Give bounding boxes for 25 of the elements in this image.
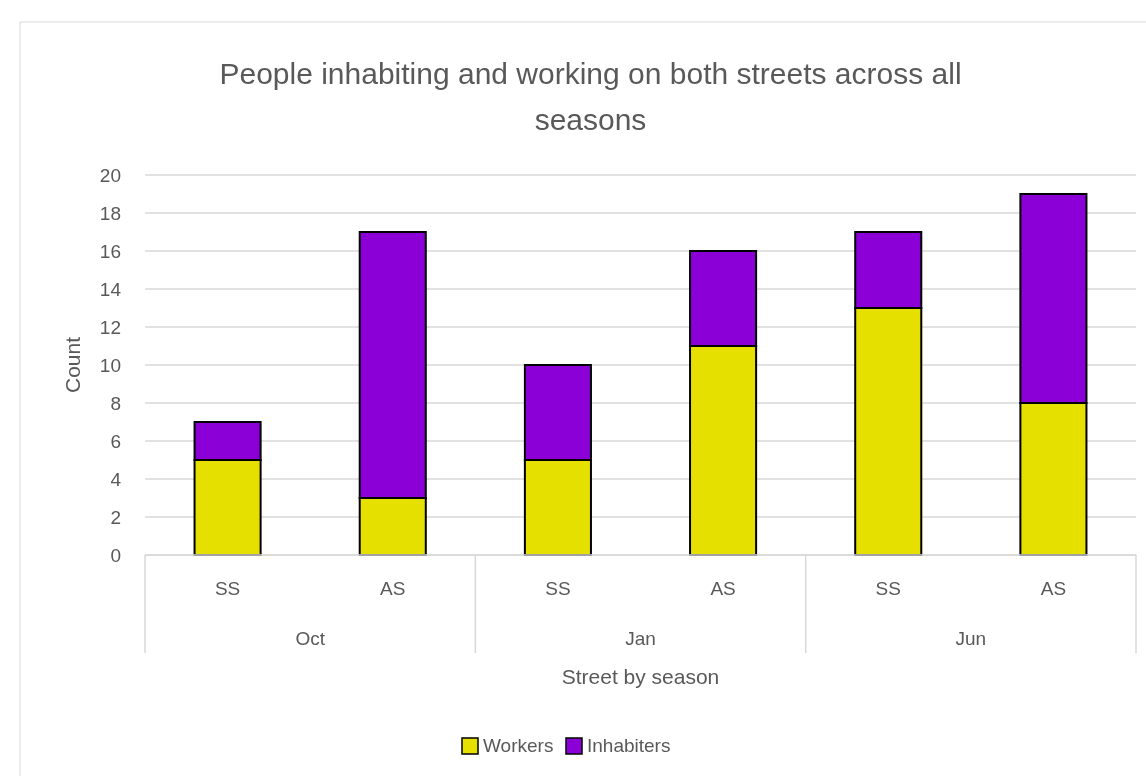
x-tick-label: AS: [1040, 578, 1067, 599]
y-tick-label: 10: [99, 354, 121, 376]
y-tick-label: 2: [110, 506, 121, 528]
x-tick-label: AS: [380, 578, 406, 599]
y-tick-label: 12: [99, 316, 121, 338]
x-tick-label: AS: [710, 578, 736, 599]
y-tick-label: 16: [99, 240, 121, 262]
x-tick-label: SS: [875, 578, 901, 599]
y-tick-label: 4: [110, 468, 122, 490]
y-tick-label: 8: [110, 392, 121, 414]
x-tick-label: SS: [545, 578, 571, 599]
y-tick-label: 14: [99, 278, 122, 300]
y-tick-label: 0: [110, 544, 121, 566]
x-tick-label: SS: [214, 578, 241, 599]
y-tick-label: 18: [99, 202, 121, 224]
chart-title: People inhabiting and working on both streets across all seasons: [219, 57, 962, 136]
y-axis-title: Count: [61, 336, 84, 394]
x-axis-title: Street by season: [561, 665, 720, 688]
y-tick-label: 20: [99, 164, 121, 186]
text: Jan: [625, 628, 656, 649]
y-tick-label: 6: [110, 430, 121, 452]
text: Oct: [295, 628, 326, 649]
legend-label: Inhabiters: [587, 735, 671, 756]
text: Jun: [955, 628, 987, 649]
legend-label: Workers: [483, 735, 554, 756]
